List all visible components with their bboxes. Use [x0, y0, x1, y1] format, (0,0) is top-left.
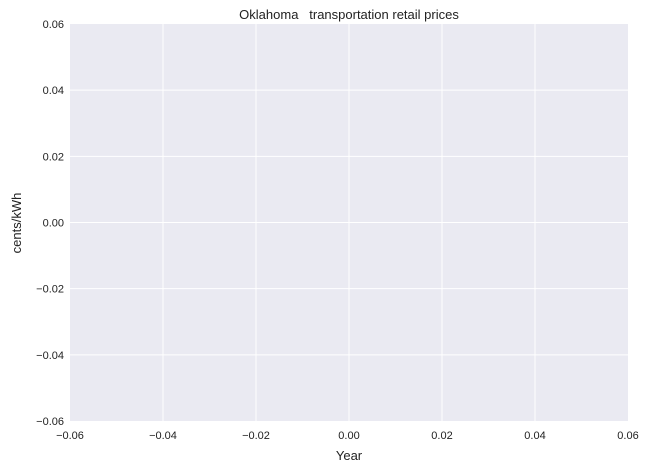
y-tick-label: −0.04: [36, 350, 64, 362]
x-tick-labels: −0.06 −0.04 −0.02 0.00 0.02 0.04 0.06: [56, 430, 639, 442]
x-tick-label: 0.00: [338, 430, 359, 442]
y-tick-label: 0.04: [43, 85, 64, 97]
y-tick-labels: −0.06 −0.04 −0.02 0.00 0.02 0.04 0.06: [36, 19, 64, 428]
y-tick-label: −0.06: [36, 416, 64, 428]
grid: [70, 24, 628, 421]
y-axis-label: cents/kWh: [9, 193, 24, 254]
x-tick-label: −0.02: [242, 430, 270, 442]
y-tick-label: 0.06: [43, 19, 64, 31]
x-tick-label: −0.06: [56, 430, 84, 442]
x-tick-label: 0.06: [617, 430, 638, 442]
x-axis-label: Year: [336, 448, 363, 463]
y-tick-label: 0.02: [43, 151, 64, 163]
chart-title: Oklahoma transportation retail prices: [239, 7, 459, 22]
x-tick-label: 0.04: [524, 430, 545, 442]
y-tick-label: −0.02: [36, 284, 64, 296]
y-tick-label: 0.00: [43, 218, 64, 230]
x-tick-label: 0.02: [431, 430, 452, 442]
x-tick-label: −0.04: [149, 430, 177, 442]
